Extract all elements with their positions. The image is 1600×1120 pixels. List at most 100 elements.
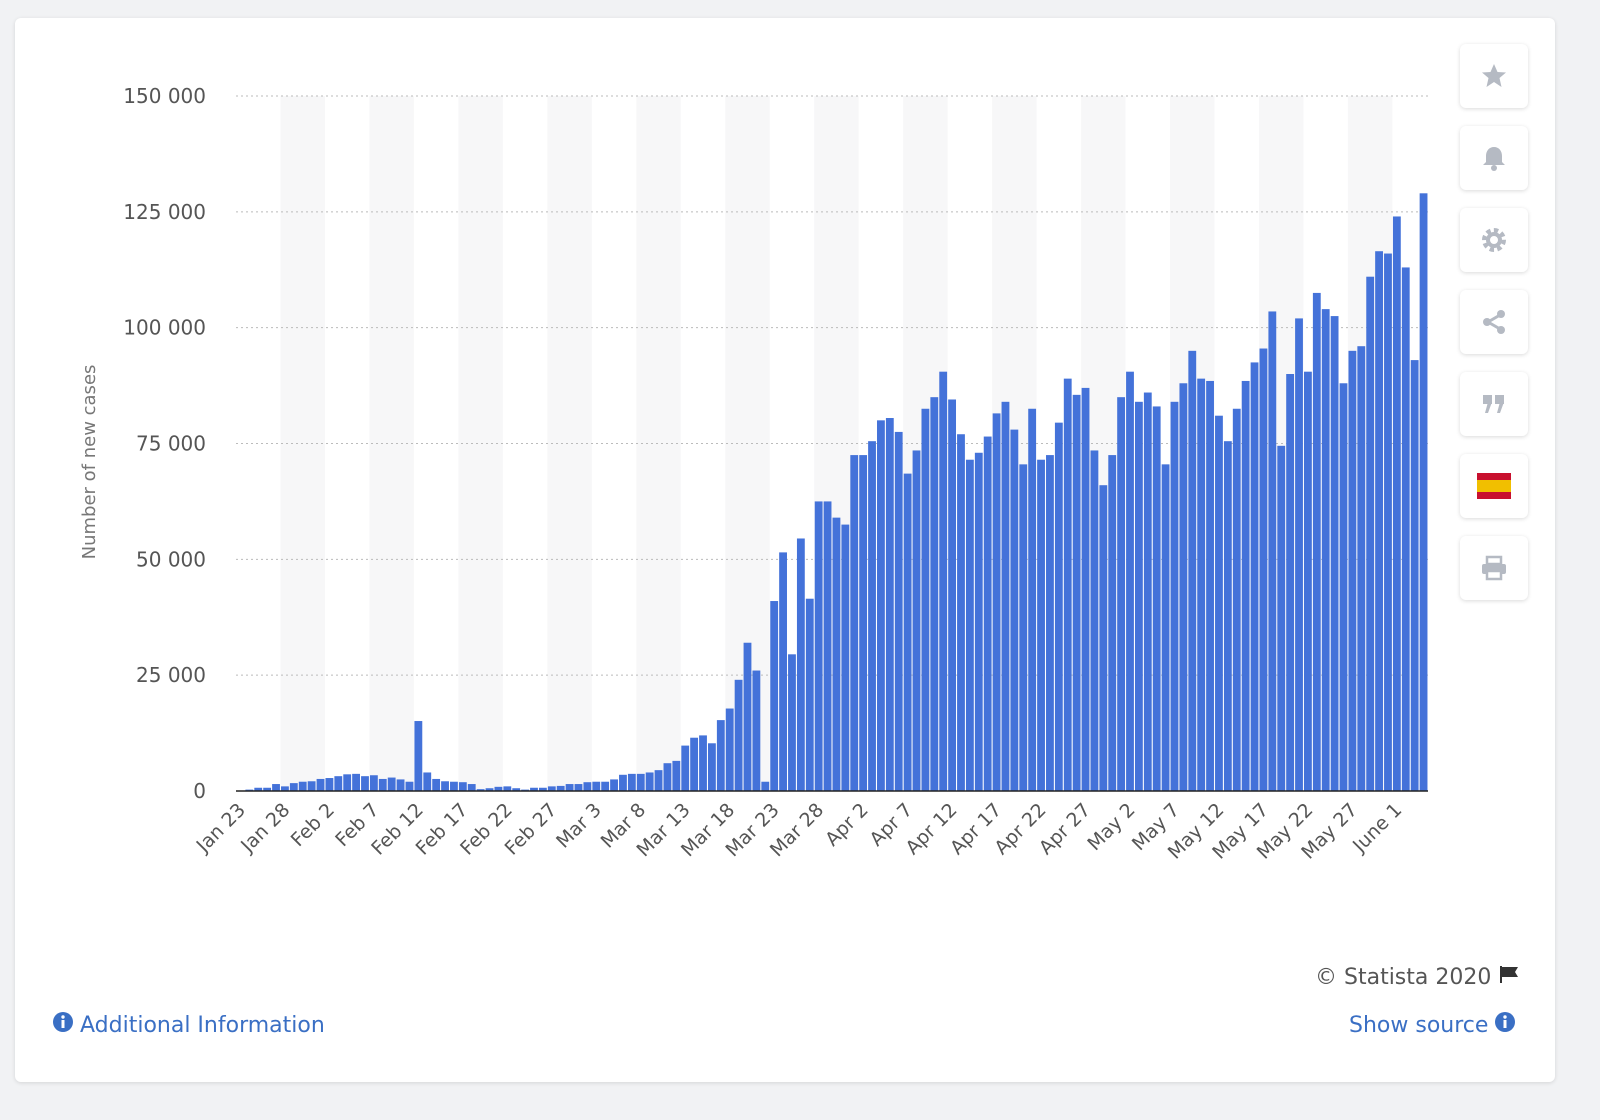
bar xyxy=(957,434,965,791)
bar xyxy=(298,781,307,791)
bar xyxy=(1410,360,1419,791)
bar xyxy=(343,774,352,791)
bar xyxy=(636,773,645,791)
bar xyxy=(796,538,805,791)
gear-icon xyxy=(1482,228,1506,252)
bar xyxy=(832,517,841,791)
notification-button[interactable] xyxy=(1460,126,1528,190)
additional-info-link[interactable]: Additional Information xyxy=(53,1012,325,1038)
print-button[interactable] xyxy=(1460,536,1528,600)
bar xyxy=(592,781,601,791)
bar xyxy=(1419,193,1428,792)
bar xyxy=(601,781,610,791)
bar xyxy=(761,781,770,791)
show-source-link[interactable]: Show source xyxy=(1349,1012,1516,1038)
bar xyxy=(877,420,885,791)
bar xyxy=(1081,387,1090,791)
bar xyxy=(574,784,583,791)
bar xyxy=(734,679,743,791)
bar xyxy=(476,789,485,791)
bar xyxy=(450,781,458,791)
bar xyxy=(752,670,761,791)
bar xyxy=(1232,408,1241,791)
bar xyxy=(352,773,361,791)
x-tick-label: Mar 3 xyxy=(552,799,606,853)
bar xyxy=(467,784,476,791)
y-tick-label: 150 000 xyxy=(123,84,206,108)
share-button[interactable] xyxy=(1460,290,1528,354)
language-button[interactable] xyxy=(1460,454,1528,518)
bar xyxy=(974,452,983,791)
flag-icon xyxy=(1500,966,1519,983)
bar xyxy=(1090,450,1099,791)
cite-button[interactable] xyxy=(1460,372,1528,436)
x-tick-label: Apr 2 xyxy=(821,799,873,851)
bar xyxy=(770,601,779,791)
favorite-button[interactable] xyxy=(1460,44,1528,108)
bar xyxy=(494,786,503,791)
bar xyxy=(1384,253,1392,792)
bar xyxy=(716,720,725,791)
bar xyxy=(254,787,263,791)
bar xyxy=(1108,455,1117,791)
bar xyxy=(894,431,903,791)
print-icon xyxy=(1482,555,1506,581)
bar xyxy=(289,783,298,791)
bar xyxy=(1010,429,1019,791)
bar xyxy=(654,770,663,791)
bar xyxy=(619,774,627,791)
bar xyxy=(432,778,441,791)
bar xyxy=(530,787,538,791)
bar xyxy=(663,763,672,791)
y-tick-label: 25 000 xyxy=(136,663,206,687)
bar xyxy=(743,642,752,791)
credit: © Statista 2020 xyxy=(1315,964,1520,990)
bar xyxy=(1401,267,1410,791)
bar xyxy=(1134,401,1143,791)
bar xyxy=(1126,371,1134,791)
bar xyxy=(1063,378,1072,791)
x-tick-label: Jan 28 xyxy=(236,799,294,857)
bar xyxy=(1330,316,1339,791)
bar xyxy=(405,781,414,791)
bar xyxy=(903,473,912,791)
bar xyxy=(1019,464,1028,791)
bar xyxy=(645,772,654,791)
y-axis-label: Number of new cases xyxy=(79,365,100,560)
info-icon xyxy=(53,1012,73,1032)
bar xyxy=(1046,455,1054,791)
bar xyxy=(725,708,734,791)
bar xyxy=(1375,251,1383,791)
background-stripe xyxy=(636,96,681,791)
bar xyxy=(281,786,289,791)
bar xyxy=(1170,401,1179,791)
bar xyxy=(1339,383,1348,791)
y-tick-label: 50 000 xyxy=(136,547,206,571)
settings-button[interactable] xyxy=(1460,208,1528,272)
y-tick-label: 0 xyxy=(193,779,206,803)
bar xyxy=(1268,311,1277,791)
bar xyxy=(1197,378,1206,791)
credit-text: © Statista 2020 xyxy=(1315,965,1492,990)
bar xyxy=(1321,309,1330,791)
bar xyxy=(948,399,957,791)
bar xyxy=(1295,318,1303,791)
x-tick-label: Jan 23 xyxy=(192,799,250,857)
bar xyxy=(1143,392,1152,791)
bar xyxy=(885,418,894,791)
bar xyxy=(1357,346,1366,791)
flag-icon xyxy=(1477,473,1511,499)
bar xyxy=(983,436,992,791)
bar xyxy=(965,459,974,791)
bar xyxy=(512,788,521,791)
bar xyxy=(272,784,280,791)
bar xyxy=(930,397,939,791)
bar xyxy=(610,779,618,791)
bar xyxy=(1037,459,1045,791)
bar xyxy=(707,743,716,791)
bar xyxy=(859,455,868,791)
bar xyxy=(307,781,316,791)
bar xyxy=(325,778,334,791)
bar xyxy=(1179,383,1188,791)
bar xyxy=(627,773,636,791)
